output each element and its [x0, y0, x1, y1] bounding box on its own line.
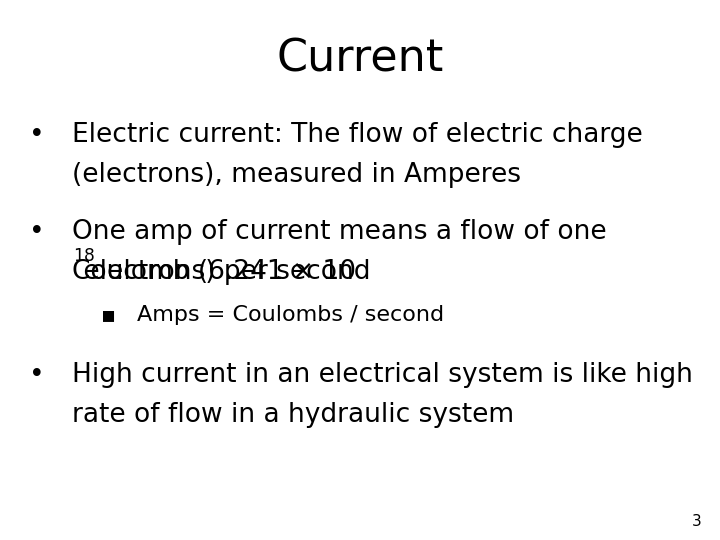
Text: •: •: [29, 219, 45, 245]
Text: Coulomb (6.241 × 10: Coulomb (6.241 × 10: [72, 259, 356, 285]
Text: Current: Current: [276, 38, 444, 81]
Text: Amps = Coulombs / second: Amps = Coulombs / second: [137, 305, 444, 325]
Text: One amp of current means a flow of one: One amp of current means a flow of one: [72, 219, 607, 245]
Text: electrons) per second: electrons) per second: [75, 259, 370, 285]
Text: ▪: ▪: [101, 305, 116, 325]
Text: (electrons), measured in Amperes: (electrons), measured in Amperes: [72, 162, 521, 188]
Text: Electric current: The flow of electric charge: Electric current: The flow of electric c…: [72, 122, 643, 147]
Text: •: •: [29, 122, 45, 147]
Text: 18: 18: [73, 247, 95, 265]
Text: •: •: [29, 362, 45, 388]
Text: High current in an electrical system is like high: High current in an electrical system is …: [72, 362, 693, 388]
Text: 3: 3: [692, 514, 702, 529]
Text: rate of flow in a hydraulic system: rate of flow in a hydraulic system: [72, 402, 514, 428]
